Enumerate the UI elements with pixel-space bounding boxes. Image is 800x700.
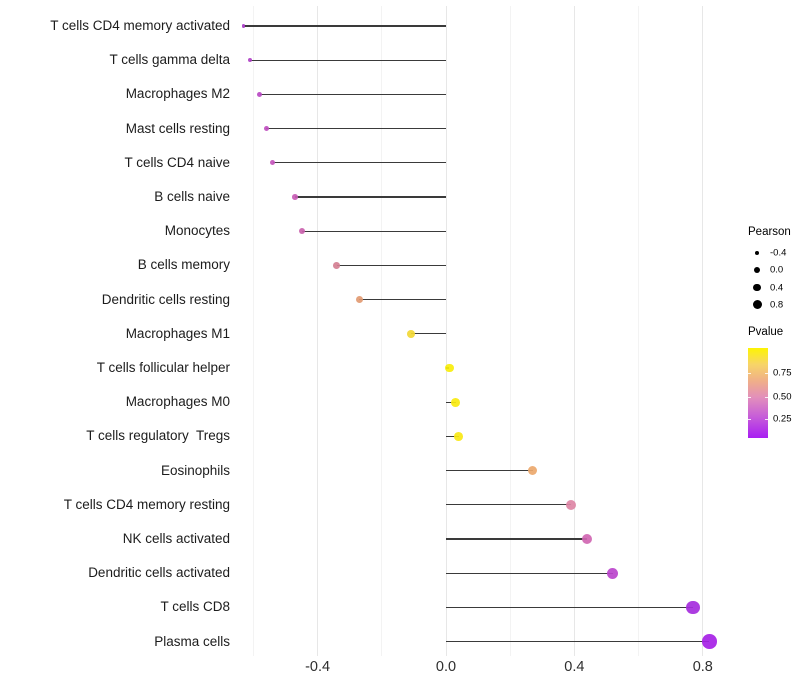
lollipop-stem — [250, 59, 446, 61]
lollipop-dot — [454, 432, 464, 441]
x-tick-label: 0.8 — [692, 659, 713, 675]
x-tick-label: -0.4 — [305, 659, 331, 675]
lollipop-dot — [247, 58, 253, 63]
category-label: T cells CD4 memory activated — [50, 18, 230, 33]
size-legend-label: 0.0 — [770, 264, 784, 276]
lollipop-dot — [686, 600, 700, 615]
gridline-major — [317, 6, 319, 656]
gridline-major — [702, 6, 704, 656]
category-label: Dendritic cells activated — [88, 565, 230, 581]
lollipop-dot — [257, 91, 263, 97]
lollipop-dot — [269, 160, 276, 166]
category-label: Macrophages M1 — [125, 325, 230, 341]
gridline-minor — [638, 6, 640, 656]
size-legend-dot — [753, 283, 761, 292]
category-label: NK cells activated — [122, 531, 230, 546]
lollipop-stem — [446, 606, 694, 609]
lollipop-stem — [259, 93, 446, 96]
pvalue-tick-notch — [748, 396, 751, 398]
lollipop-stem — [295, 196, 446, 198]
lollipop-dot — [527, 465, 538, 476]
size-legend-dot — [754, 250, 760, 256]
gridline-minor — [509, 6, 511, 656]
size-legend-label: 0.4 — [770, 282, 784, 294]
pvalue-tick-notch — [765, 419, 768, 420]
lollipop-stem — [446, 572, 613, 574]
gridline-minor — [252, 6, 254, 656]
category-label: Monocytes — [164, 223, 230, 239]
category-label: Mast cells resting — [125, 120, 230, 136]
size-legend-dot — [752, 300, 762, 310]
category-label: B cells naive — [154, 189, 230, 204]
category-label: T cells gamma delta — [109, 52, 230, 68]
category-label: T cells CD4 memory resting — [63, 496, 230, 512]
lollipop-dot — [451, 397, 461, 407]
category-label: T cells CD8 — [160, 599, 230, 615]
pvalue-tick-notch — [748, 373, 751, 375]
pvalue-gradient-bar — [748, 348, 768, 438]
lollipop-dot — [607, 567, 619, 579]
lollipop-stem — [336, 264, 446, 267]
lollipop-dot — [355, 296, 363, 304]
size-legend-dot — [753, 267, 761, 274]
lollipop-stem — [446, 401, 456, 403]
x-tick-label: 0.4 — [564, 659, 585, 675]
lollipop-dot — [333, 262, 341, 269]
lollipop-stem — [272, 162, 446, 164]
lollipop-stem — [446, 469, 533, 472]
lollipop-stem — [359, 298, 446, 301]
category-label: Eosinophils — [160, 462, 230, 478]
size-legend-label: -0.4 — [770, 247, 787, 259]
lollipop-stem — [446, 435, 459, 438]
lollipop-dot — [701, 634, 717, 649]
lollipop-stem — [266, 127, 446, 130]
lollipop-dot — [444, 363, 454, 373]
gridline-major — [573, 6, 575, 656]
pvalue-tick-notch — [748, 419, 751, 420]
size-legend-title: Pearson — [748, 226, 791, 238]
lollipop-stem — [446, 538, 588, 540]
gridline-major — [445, 6, 447, 656]
lollipop-dot — [582, 533, 593, 545]
category-label: Dendritic cells resting — [101, 291, 230, 307]
category-label: Macrophages M0 — [125, 394, 230, 410]
color-legend-title: Pvalue — [748, 326, 784, 338]
pvalue-tick-notch — [765, 396, 768, 398]
lollipop-dot — [566, 499, 577, 510]
lollipop-stem — [243, 25, 446, 27]
category-label: Plasma cells — [154, 633, 230, 649]
category-label: Macrophages M2 — [125, 86, 230, 102]
pvalue-tick-label: 0.25 — [773, 413, 792, 425]
lollipop-dot — [242, 24, 246, 28]
lollipop-stem — [446, 640, 710, 643]
category-label: T cells regulatory Tregs — [86, 428, 230, 444]
pvalue-tick-notch — [765, 373, 768, 375]
pvalue-tick-label: 0.50 — [773, 391, 792, 403]
size-legend-label: 0.8 — [770, 299, 784, 311]
lollipop-stem — [446, 504, 572, 506]
pvalue-tick-label: 0.75 — [773, 367, 792, 379]
gridline-minor — [381, 6, 383, 656]
lollipop-dot — [406, 329, 415, 338]
lollipop-stem — [410, 333, 446, 335]
lollipop-stem — [301, 230, 446, 232]
x-tick-label: 0.0 — [435, 659, 457, 675]
lollipop-dot — [298, 228, 305, 235]
category-label: T cells CD4 naive — [124, 154, 230, 170]
category-label: T cells follicular helper — [96, 360, 230, 375]
lollipop-dot — [292, 194, 298, 200]
category-label: B cells memory — [137, 257, 230, 273]
lollipop-dot — [263, 126, 269, 132]
